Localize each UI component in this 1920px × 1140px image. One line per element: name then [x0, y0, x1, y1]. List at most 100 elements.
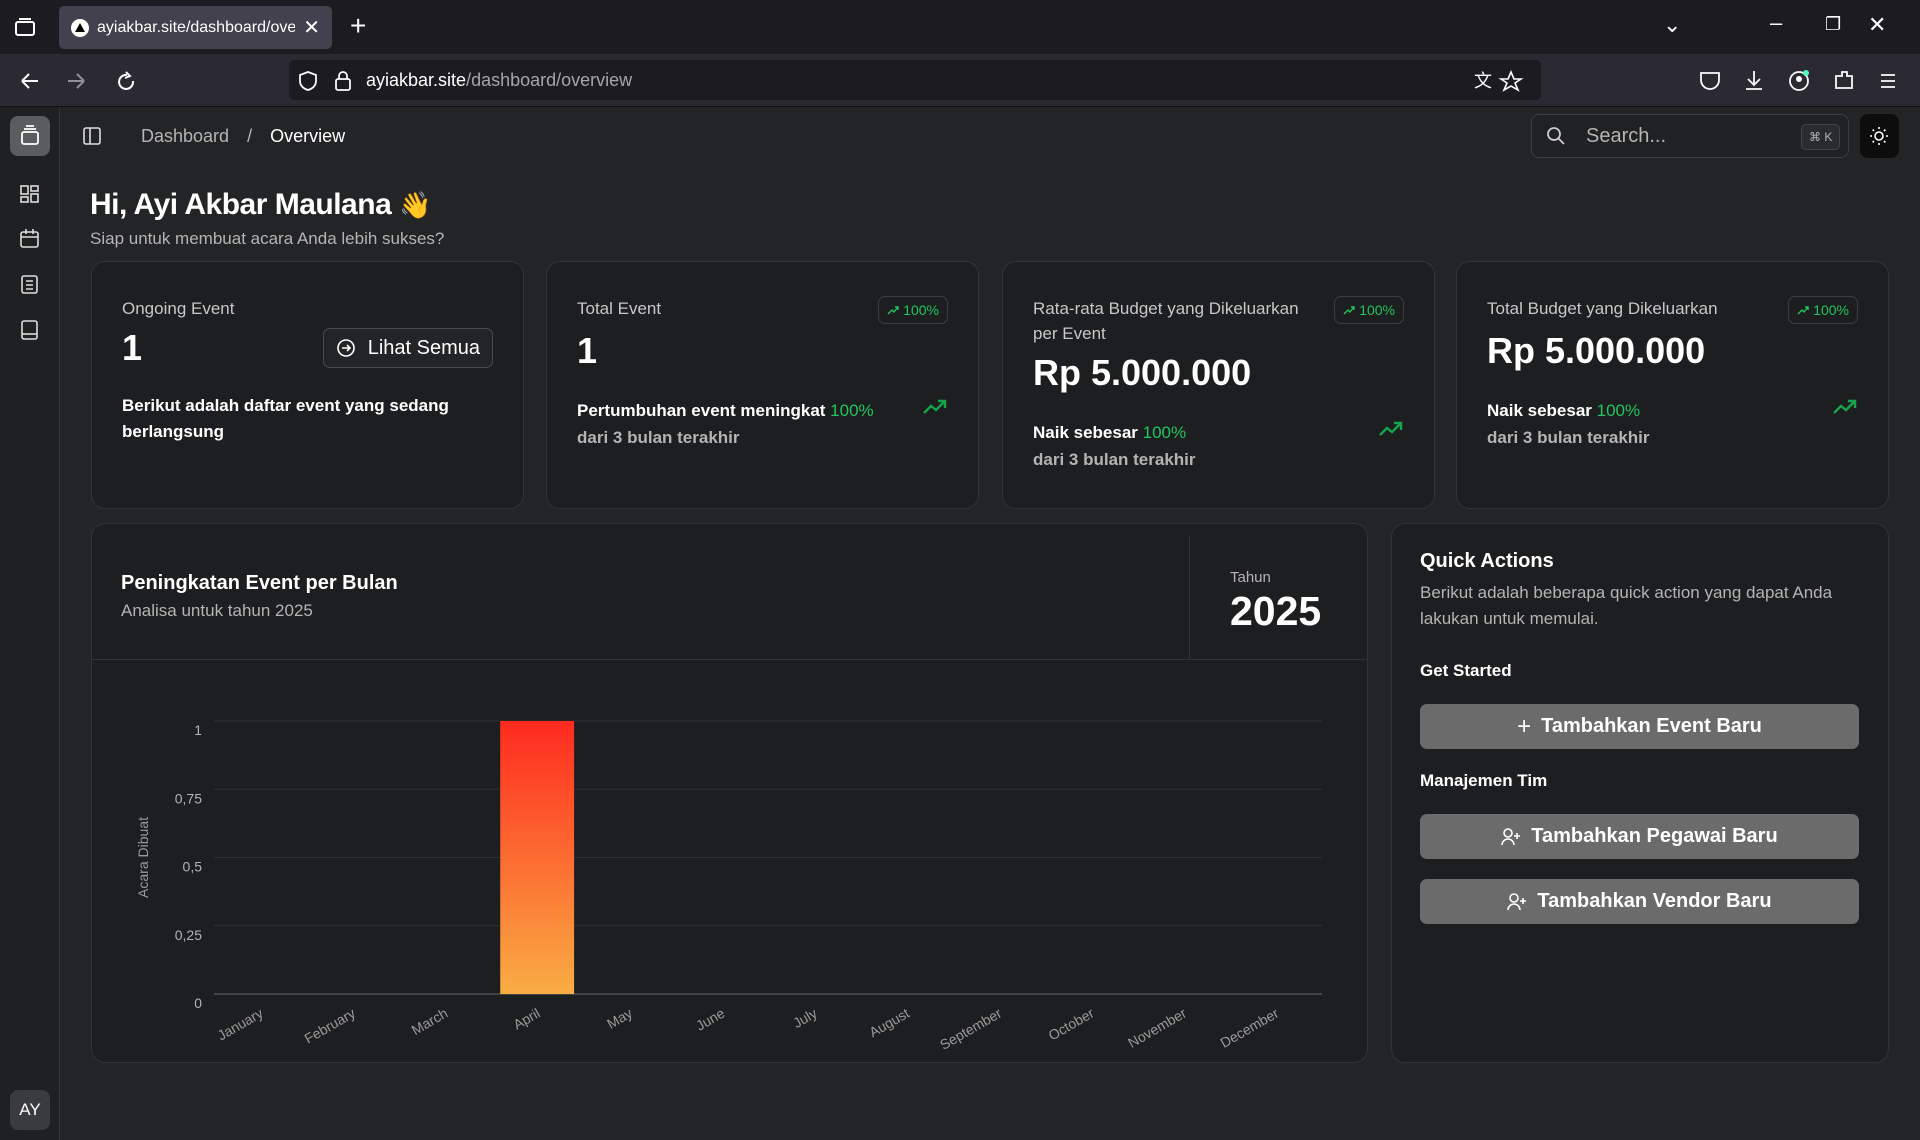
card-value: 1: [577, 330, 598, 371]
x-tick-label: April: [510, 1005, 542, 1033]
note-highlight: 100%: [1142, 423, 1187, 442]
trend-icon: [923, 399, 947, 414]
action-button[interactable]: Tambahkan Vendor Baru: [1420, 879, 1859, 924]
breadcrumb-current: Overview: [270, 126, 346, 146]
tab-list-icon[interactable]: [14, 17, 36, 37]
favicon: [71, 18, 89, 37]
year-value: 2025: [1230, 588, 1322, 634]
divider: [1189, 536, 1190, 659]
card-badge: 100%: [878, 296, 948, 324]
note-highlight: 100%: [1596, 401, 1641, 420]
y-tick-label: 1: [194, 722, 202, 738]
x-tick-label: May: [604, 1005, 635, 1032]
button-label: Lihat Semua: [367, 336, 480, 359]
card-value: 1: [122, 327, 143, 368]
theme-toggle[interactable]: [1860, 114, 1899, 158]
trend-icon: [887, 306, 899, 315]
card-note: Naik sebesar 100%: [1033, 420, 1196, 446]
y-tick-label: 0: [194, 995, 202, 1011]
search-placeholder: Search...: [1586, 125, 1667, 147]
group-title: Manajemen Tim: [1420, 771, 1548, 790]
x-tick-label: February: [301, 1005, 358, 1047]
chart-title: Peningkatan Event per Bulan: [121, 572, 398, 594]
svg-text:文: 文: [1474, 71, 1492, 91]
avatar[interactable]: AY: [10, 1090, 50, 1130]
card-label: Total Budget yang Dikeluarkan: [1487, 299, 1718, 318]
chart-subtitle: Analisa untuk tahun 2025: [121, 601, 313, 620]
note-text: Pertumbuhan event meningkat: [577, 401, 826, 420]
close-tab[interactable]: ✕: [303, 17, 320, 39]
badge-text: 100%: [1813, 302, 1849, 318]
breadcrumb-separator: /: [247, 126, 253, 146]
trend-icon: [1343, 306, 1355, 315]
y-tick-label: 0,5: [183, 859, 203, 875]
search-box[interactable]: [1531, 114, 1849, 158]
nav-buttons[interactable]: [18, 70, 138, 92]
group-title: Get Started: [1420, 661, 1512, 680]
card-description: Berikut adalah daftar event yang sedang …: [122, 396, 449, 441]
trend-icon: [1833, 399, 1857, 414]
card-value: Rp 5.000.000: [1033, 352, 1252, 393]
toolbar-icons[interactable]: [1698, 68, 1908, 94]
card-badge: 100%: [1334, 296, 1404, 324]
arrow-icon: [336, 339, 355, 357]
action-button[interactable]: + Tambahkan Event Baru: [1420, 704, 1859, 749]
y-tick-label: 0,75: [175, 790, 202, 806]
stat-card: Total Budget yang Dikeluarkan 100% Rp 5.…: [1456, 261, 1889, 509]
button-label: Tambahkan Event Baru: [1541, 715, 1762, 737]
breadcrumb-item[interactable]: Dashboard: [141, 126, 230, 146]
divider: [91, 659, 1368, 660]
url-path: /dashboard/overview: [466, 69, 633, 90]
y-axis-label: Acara Dibuat: [135, 817, 151, 898]
tab-menu[interactable]: ⌄: [1663, 12, 1682, 37]
user-plus-icon: [1507, 892, 1527, 910]
note-text: Naik sebesar: [1487, 401, 1592, 420]
quick-actions-card: [1391, 523, 1889, 1063]
chart-card: [91, 523, 1368, 1063]
stat-card: Total Event 100% 1 Pertumbuhan event men…: [546, 261, 979, 509]
bar: [500, 721, 575, 994]
url-actions[interactable]: 文: [1474, 70, 1524, 92]
user-plus-icon: [1501, 827, 1521, 845]
x-tick-label: September: [937, 1005, 1005, 1053]
x-tick-label: July: [790, 1005, 820, 1031]
card-badge: 100%: [1788, 296, 1858, 324]
greeting-title: Hi, Ayi Akbar Maulana: [90, 188, 392, 221]
button-label: Tambahkan Pegawai Baru: [1531, 825, 1778, 847]
minimize[interactable]: –: [1770, 10, 1783, 35]
badge-text: 100%: [1359, 302, 1395, 318]
browser-tab[interactable]: ayiakbar.site/dashboard/overview ✕: [59, 6, 332, 49]
new-tab[interactable]: +: [350, 10, 367, 41]
x-tick-label: November: [1125, 1005, 1189, 1051]
action-button[interactable]: Tambahkan Pegawai Baru: [1420, 814, 1859, 859]
logo-button[interactable]: [10, 116, 50, 156]
sidebar-nav[interactable]: [18, 183, 44, 343]
tab-title: ayiakbar.site/dashboard/overview: [97, 18, 296, 36]
close-window[interactable]: ✕: [1868, 12, 1887, 37]
greeting-emoji: 👋: [399, 190, 431, 220]
restore[interactable]: ❐: [1825, 14, 1842, 34]
badge-text: 100%: [903, 302, 939, 318]
card-label: Total Event: [577, 299, 662, 318]
logo-icon: [21, 125, 39, 145]
card-value: Rp 5.000.000: [1487, 330, 1706, 371]
trend-icon: [1379, 421, 1403, 436]
card-note-sub: dari 3 bulan terakhir: [1033, 450, 1196, 469]
card-note-sub: dari 3 bulan terakhir: [577, 428, 740, 447]
card-note: Pertumbuhan event meningkat 100%: [577, 398, 874, 424]
shortcut-hint: ⌘ K: [1801, 124, 1841, 150]
card-label: Rata-rata Budget yang Dikeluarkan per Ev…: [1033, 299, 1299, 343]
x-tick-label: August: [866, 1005, 912, 1041]
stat-card: Ongoing Event 1 Lihat Semua Berikut adal…: [91, 261, 524, 509]
x-tick-label: January: [215, 1005, 266, 1044]
card-note: Naik sebesar 100%: [1487, 398, 1650, 424]
x-tick-label: October: [1046, 1005, 1097, 1044]
sidebar-toggle[interactable]: [82, 126, 102, 146]
x-tick-label: June: [693, 1005, 727, 1034]
url-bar[interactable]: ayiakbar.site/dashboard/overview: [289, 60, 1541, 100]
view-all-button[interactable]: Lihat Semua: [322, 328, 493, 368]
breadcrumb: Dashboard / Overview: [141, 126, 345, 147]
theme-icon: [1870, 127, 1888, 145]
y-tick-label: 0,25: [175, 927, 202, 943]
note-text: Naik sebesar: [1033, 423, 1138, 442]
